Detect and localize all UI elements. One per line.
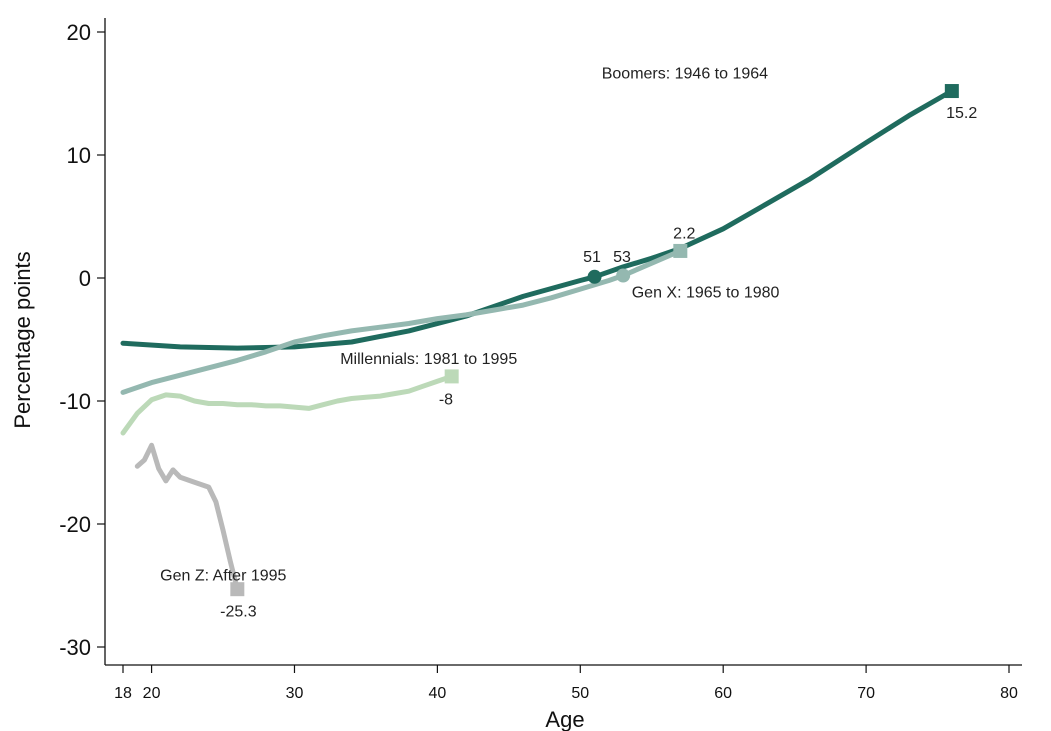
series-line-2 — [120, 373, 455, 436]
crossing-point-marker — [587, 269, 602, 284]
x-axis-title: Age — [545, 707, 584, 731]
x-tick-label: 70 — [857, 685, 875, 702]
x-tick-label: 20 — [143, 685, 161, 702]
axes: 20 10 0 -10 -20 -30 18 20 30 40 50 60 70 80 — [59, 18, 1022, 702]
x-tick-label: 80 — [1000, 685, 1018, 702]
series-end-marker — [944, 84, 959, 99]
y-tick-label: -10 — [59, 389, 91, 414]
annotation-layer: Boomers: 1946 to 1964 15.2 2.2 51 53 Gen X: 1… — [160, 66, 977, 621]
annotation-label: Millennials: 1981 to 1995 — [340, 351, 517, 368]
x-tick-label: 18 — [114, 685, 132, 702]
annotation-label: -25.3 — [220, 603, 257, 620]
series-line-1 — [120, 248, 683, 395]
annotation-label: 15.2 — [946, 105, 977, 122]
y-axis-title: Percentage points — [10, 251, 35, 428]
y-tick-label: 10 — [67, 143, 91, 168]
x-tick-label: 40 — [428, 685, 446, 702]
x-tick-label: 50 — [571, 685, 589, 702]
x-tick-label: 30 — [286, 685, 304, 702]
series-layer — [120, 88, 955, 592]
annotation-label: Gen Z: After 1995 — [160, 568, 286, 585]
annotation-label: 2.2 — [673, 226, 695, 243]
annotation-label: 53 — [613, 249, 631, 266]
x-tick-label: 60 — [714, 685, 732, 702]
y-tick-label: -20 — [59, 512, 91, 537]
y-tick-label: 0 — [79, 266, 91, 291]
series-end-marker — [444, 369, 459, 384]
series-end-marker — [230, 582, 245, 597]
annotation-label: Boomers: 1946 to 1964 — [602, 66, 768, 83]
series-line-0 — [120, 88, 955, 351]
series-end-marker — [673, 243, 688, 258]
crossing-point-marker — [616, 268, 631, 283]
y-tick-label: 20 — [67, 20, 91, 45]
annotation-label: Gen X: 1965 to 1980 — [632, 285, 780, 302]
series-line-3 — [134, 442, 240, 592]
marker-layer — [230, 84, 959, 597]
annotation-label: -8 — [439, 392, 453, 409]
y-tick-label: -30 — [59, 635, 91, 660]
annotation-label: 51 — [583, 249, 601, 266]
